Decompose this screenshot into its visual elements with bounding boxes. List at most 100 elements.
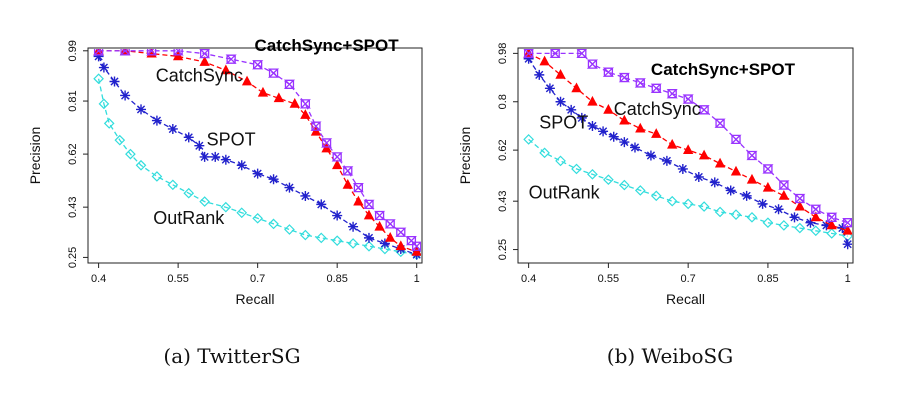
point-p2-s4-3	[571, 163, 582, 175]
point-p2-s4-7	[634, 185, 646, 196]
point-p1-s3-5	[151, 115, 162, 126]
point-p1-s2-20	[411, 245, 421, 256]
point-p2-s2-17	[794, 200, 805, 211]
point-p1-s1-14	[352, 182, 364, 193]
point-p1-s4-20	[379, 243, 391, 255]
series-markers-1-3	[93, 51, 421, 260]
x-tick-label-2-3: 0.85	[757, 273, 778, 285]
point-p1-s4-13	[268, 218, 279, 230]
point-p2-s3-14	[693, 172, 704, 182]
x-tick-label-2-0: 0.4	[521, 273, 536, 285]
point-p1-s3-17	[316, 199, 327, 210]
point-p2-s2-6	[619, 114, 630, 125]
plot-area-2	[523, 49, 852, 250]
point-p2-s1-15	[778, 180, 790, 190]
point-p2-s1-17	[810, 204, 822, 214]
point-p2-s1-13	[746, 150, 758, 161]
y-tick-label-2-0: 0.25	[497, 239, 509, 260]
point-p2-s3-17	[741, 190, 752, 201]
point-p2-s2-11	[698, 149, 710, 160]
point-p2-s3-19	[773, 204, 784, 215]
y-tick-label-1-1: 0.43	[67, 196, 79, 217]
point-p2-s2-19	[826, 219, 837, 230]
annotation-1-3: OutRank	[153, 208, 225, 228]
point-p1-s2-11	[310, 125, 322, 136]
point-p2-s1-6	[634, 78, 646, 88]
series-markers-1-4	[93, 73, 421, 260]
point-p1-s4-1	[98, 98, 110, 110]
y-tick-label-1-4: 0.99	[67, 40, 79, 61]
point-p2-s3-10	[629, 142, 640, 153]
point-p2-s4-19	[826, 228, 838, 239]
point-p2-s3-22	[821, 220, 832, 231]
point-p1-s2-3	[172, 50, 184, 61]
x-tick-label-1-2: 0.7	[250, 273, 265, 285]
point-p1-s1-8	[283, 79, 296, 89]
point-p1-s4-17	[331, 235, 343, 247]
point-p2-s4-11	[698, 201, 710, 212]
y-tick-label-1-0: 0.25	[67, 247, 79, 268]
point-p1-s3-10	[210, 151, 221, 162]
point-p2-s3-13	[677, 163, 688, 174]
chart-panel-1: 0.4 0.55 0.7 0.85 1 0.25 0.43 0.62 0.81 0.99 Recal…	[27, 36, 423, 307]
point-p1-s4-18	[347, 238, 359, 249]
point-p2-s2-15	[762, 181, 774, 192]
point-p2-s2-16	[778, 189, 790, 200]
point-p2-s3-9	[619, 137, 630, 148]
point-p1-s1-20	[411, 241, 421, 251]
point-p2-s3-6	[587, 120, 598, 131]
annotation-1-0: CatchSync+SPOT	[255, 36, 400, 55]
point-p1-s4-19	[363, 240, 375, 252]
y-axis-title-1: Precision	[27, 127, 43, 185]
point-p2-s3-3	[555, 96, 566, 107]
point-p2-s2-10	[682, 144, 694, 155]
annotation-1-2: SPOT	[207, 130, 256, 150]
point-p2-s1-4	[602, 67, 614, 77]
point-p2-s1-19	[842, 218, 852, 228]
point-p1-s4-12	[252, 212, 263, 224]
y-tick-label-2-4: 0.98	[497, 43, 509, 64]
annotation-2-2: SPOT	[539, 113, 588, 133]
point-p2-s4-4	[587, 168, 598, 180]
point-p1-s1-11	[321, 138, 333, 148]
point-p1-s2-12	[321, 142, 332, 153]
point-p1-s1-6	[252, 60, 264, 70]
point-p1-s4-3	[114, 134, 126, 146]
point-p2-s3-4	[566, 104, 577, 115]
point-p1-s2-5	[220, 64, 232, 75]
point-p2-s2-1	[539, 55, 550, 66]
point-p1-s3-4	[136, 104, 147, 115]
point-p1-s1-18	[395, 227, 407, 237]
point-p1-s3-20	[363, 232, 374, 243]
point-p1-s3-6	[167, 123, 178, 134]
point-p2-s4-16	[778, 220, 790, 231]
point-p2-s3-18	[757, 198, 768, 209]
point-p1-s1-13	[342, 166, 354, 176]
point-p2-s4-5	[603, 174, 614, 186]
point-p1-s3-16	[300, 190, 311, 201]
point-p2-s3-5	[576, 112, 587, 123]
point-p2-s3-1	[534, 69, 545, 80]
x-tick-label-2-1: 0.55	[598, 273, 619, 285]
point-p2-s1-14	[762, 164, 774, 174]
point-p1-s2-9	[289, 97, 300, 108]
point-p2-s3-15	[709, 177, 720, 188]
point-p2-s2-20	[842, 224, 852, 235]
series-line-1-3	[98, 56, 417, 256]
point-p2-s4-1	[539, 147, 550, 159]
point-p2-s1-9	[682, 94, 694, 104]
point-p2-s2-18	[810, 211, 821, 222]
point-p2-s4-14	[746, 211, 758, 223]
point-p2-s1-8	[666, 89, 678, 99]
point-p2-s4-8	[650, 190, 662, 202]
series-line-2-4	[528, 138, 848, 237]
point-p1-s4-6	[151, 171, 163, 182]
series-markers-2-2	[523, 49, 852, 235]
point-p2-s2-12	[714, 157, 726, 168]
point-p2-s4-13	[730, 209, 742, 220]
point-p2-s1-18	[826, 212, 838, 222]
point-p1-s3-18	[332, 210, 343, 221]
point-p2-s1-10	[698, 105, 710, 115]
point-p2-s3-23	[837, 223, 848, 234]
